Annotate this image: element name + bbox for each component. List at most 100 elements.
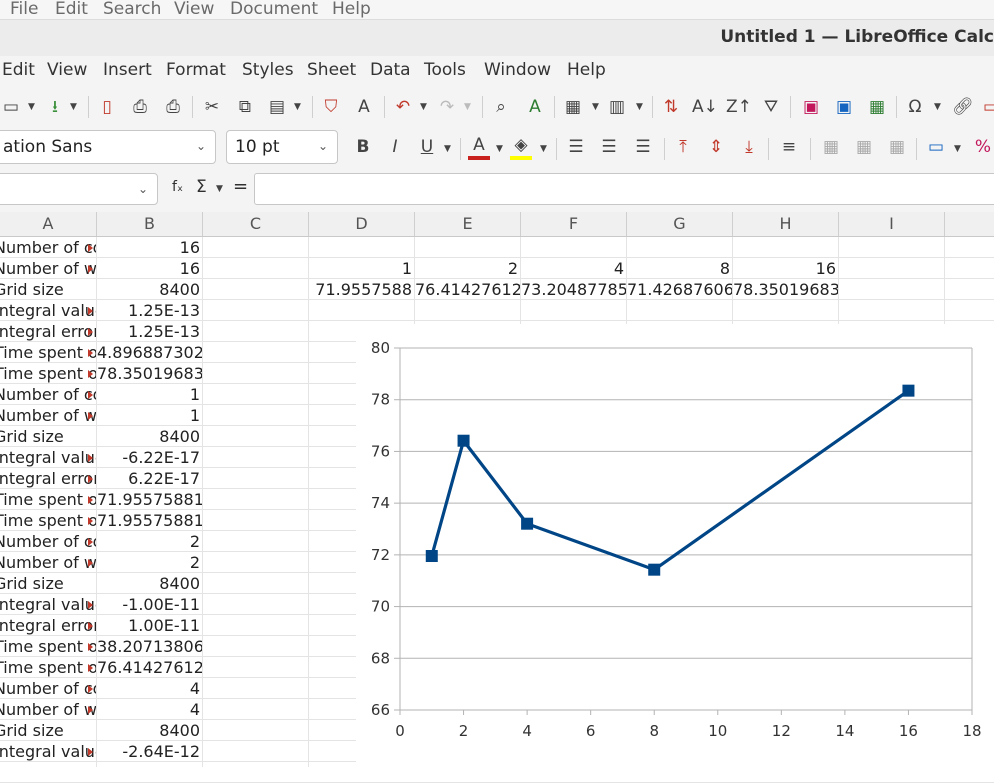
column-header-g[interactable]: G (627, 212, 733, 236)
cell-a[interactable]: Number of wo (0, 259, 96, 278)
cell-b[interactable]: 1 (189, 406, 200, 425)
italic-icon[interactable]: I (392, 137, 398, 157)
cell-a[interactable]: Time spent o (0, 490, 96, 509)
cell-b[interactable]: 4 (189, 679, 200, 698)
align-right-icon[interactable]: ☰ (635, 137, 651, 157)
cell-b[interactable]: 78.350196838 (97, 364, 202, 383)
cell-a[interactable]: Grid size (0, 427, 64, 446)
cut-icon[interactable]: ✂ (204, 97, 220, 117)
global-menu-edit[interactable]: Edit (55, 0, 88, 19)
highlight-dropdown-icon[interactable]: ▼ (540, 144, 547, 154)
column-header-e[interactable]: E (415, 212, 521, 236)
cell-row3[interactable]: 71.4268760687 (627, 280, 732, 299)
chevron-down-icon[interactable]: ⌄ (317, 139, 329, 153)
column-header-b[interactable]: B (97, 212, 203, 236)
cell-row2[interactable]: 1 (401, 259, 412, 278)
cell-a[interactable]: Grid size (0, 721, 64, 740)
name-box[interactable]: ⌄ (0, 173, 158, 205)
cell-row2[interactable]: 8 (719, 259, 730, 278)
cell-a[interactable]: Number of co (0, 679, 96, 698)
menu-help[interactable]: Help (567, 60, 606, 80)
cell-row3[interactable]: 78.350196838 (733, 280, 838, 299)
cell-a[interactable]: Number of co (0, 532, 96, 551)
global-menu-view[interactable]: View (174, 0, 215, 19)
paste-dropdown-icon[interactable]: ▼ (294, 102, 301, 112)
cell-b[interactable]: 4 (189, 700, 200, 719)
autofilter-icon[interactable]: ⛛ (763, 97, 779, 117)
column-header-d[interactable]: D (309, 212, 415, 236)
cell-a[interactable]: Integral error (0, 469, 96, 488)
align-top-icon[interactable]: ⤒ (679, 137, 687, 157)
cell-b[interactable]: 16 (179, 259, 200, 278)
print-icon[interactable]: ⎙ (133, 97, 147, 117)
sum-icon[interactable]: Σ (196, 177, 207, 197)
cell-row3[interactable]: 71.9557588 (315, 280, 412, 299)
menu-data[interactable]: Data (370, 60, 411, 80)
special-character-dropdown-icon[interactable]: ▼ (934, 102, 941, 112)
cell-b[interactable]: 71.95575881 (97, 490, 202, 509)
cell-a[interactable]: Integral value (0, 595, 96, 614)
menu-format[interactable]: Format (166, 60, 226, 80)
cell-a[interactable]: Number of wo (0, 406, 96, 425)
undo-icon[interactable]: ↶ (395, 97, 411, 117)
sort-icon[interactable]: ⇅ (663, 97, 679, 117)
column-header-i[interactable]: I (839, 212, 945, 236)
pivot-table-icon[interactable]: ▦ (868, 97, 886, 117)
menu-edit[interactable]: Edit (2, 60, 35, 80)
font-name-combo[interactable]: ation Sans ⌄ (0, 130, 216, 164)
cell-a[interactable]: Time spent o (0, 658, 96, 677)
column-header-a[interactable]: A (0, 212, 97, 236)
wrap-text-icon[interactable]: ≡ (781, 137, 797, 157)
align-bottom-icon[interactable]: ⤓ (745, 137, 753, 157)
global-menu-document[interactable]: Document (230, 0, 319, 19)
cell-a[interactable]: Integral value (0, 742, 96, 761)
cell-b[interactable]: 1.25E-13 (128, 322, 200, 341)
cell-b[interactable]: 76.414276123 (97, 658, 202, 677)
menu-view[interactable]: View (47, 60, 88, 80)
underline-icon[interactable]: U (420, 137, 434, 157)
cell-b[interactable]: 16 (179, 238, 200, 257)
column-header-f[interactable]: F (521, 212, 627, 236)
sort-descending-icon[interactable]: Z↑ (726, 97, 752, 117)
menu-insert[interactable]: Insert (103, 60, 152, 80)
cell-a[interactable]: Number of co (0, 238, 96, 257)
cell-b[interactable]: 1 (189, 385, 200, 404)
cell-a[interactable]: Number of wo (0, 553, 96, 572)
cell-b[interactable]: 4.8968873024 (97, 343, 202, 362)
hyperlink-icon[interactable]: 🔗︎ (952, 97, 974, 117)
clone-formatting-icon[interactable]: ⛉ (324, 97, 338, 117)
find-replace-icon[interactable]: ⌕ (496, 97, 506, 117)
cell-b[interactable]: 1.25E-13 (128, 301, 200, 320)
global-menu-search[interactable]: Search (103, 0, 162, 19)
font-size-combo[interactable]: 10 pt ⌄ (226, 130, 338, 164)
cell-b[interactable]: 1.00E-11 (128, 616, 200, 635)
menu-styles[interactable]: Styles (242, 60, 294, 80)
sort-ascending-icon[interactable]: A↓ (692, 97, 718, 117)
save-icon[interactable]: ⭳ (52, 97, 58, 117)
cell-row3[interactable]: 76.414276123 (415, 280, 520, 299)
column-header-h[interactable]: H (733, 212, 839, 236)
column-icon[interactable]: ▥ (608, 97, 626, 117)
column-dropdown-icon[interactable]: ▼ (636, 102, 643, 112)
cell-row2[interactable]: 4 (613, 259, 624, 278)
cell-b[interactable]: 8400 (159, 721, 200, 740)
cell-a[interactable]: Integral value (0, 448, 96, 467)
cell-a[interactable]: Number of co (0, 385, 96, 404)
open-icon[interactable]: ▭ (2, 97, 20, 117)
cell-row2[interactable]: 16 (815, 259, 836, 278)
cell-a[interactable]: Number of wo (0, 700, 96, 719)
sum-dropdown-icon[interactable]: ▼ (216, 184, 223, 194)
cell-b[interactable]: -6.22E-17 (122, 448, 200, 467)
underline-dropdown-icon[interactable]: ▼ (444, 144, 451, 154)
row-dropdown-icon[interactable]: ▼ (592, 102, 599, 112)
cell-a[interactable]: Grid size (0, 280, 64, 299)
unmerge-cells-icon[interactable]: ▦ (888, 137, 906, 157)
number-format-currency-icon[interactable]: ▭ (927, 137, 945, 157)
cell-b[interactable]: 71.95575881 (97, 511, 202, 530)
font-color-icon[interactable]: A (468, 134, 490, 160)
cell-b[interactable]: 8400 (159, 280, 200, 299)
export-pdf-icon[interactable]: ▯ (102, 97, 112, 117)
column-header-c[interactable]: C (203, 212, 309, 236)
cell-b[interactable]: 8400 (159, 427, 200, 446)
align-center-icon[interactable]: ☰ (601, 137, 617, 157)
